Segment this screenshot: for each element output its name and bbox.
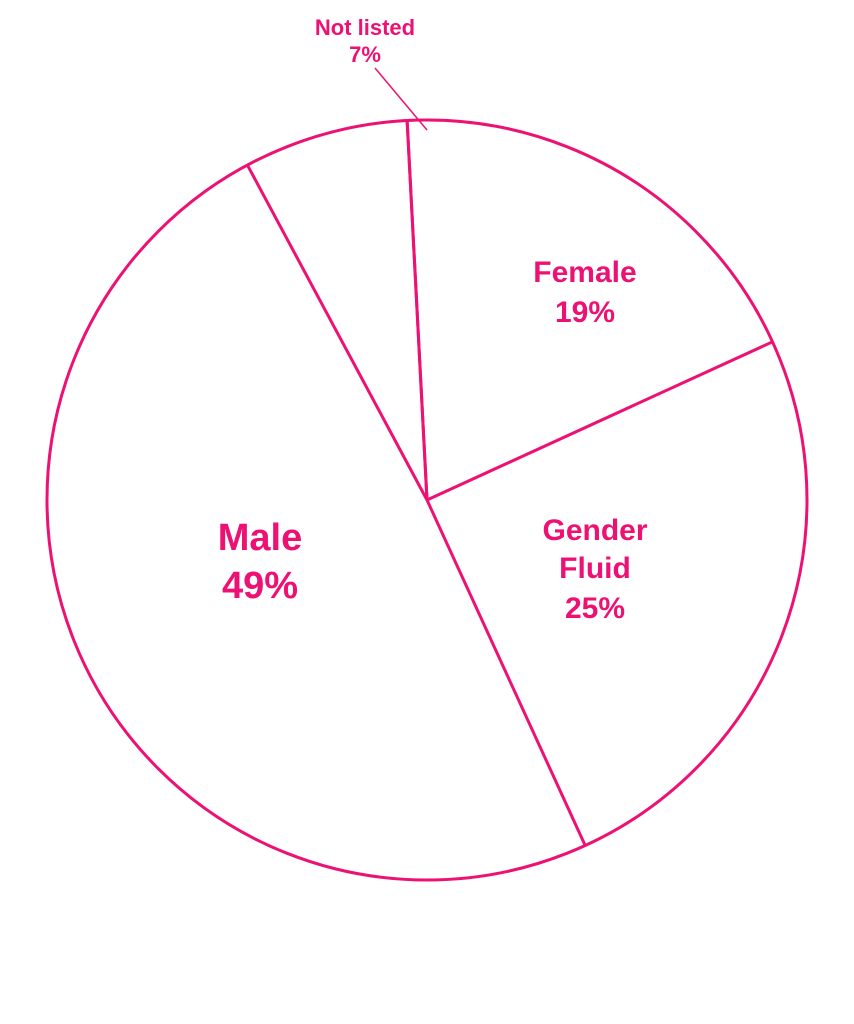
pie-chart: Female 19% Gender Fluid 25% Male 49% Not listed… xyxy=(0,0,854,1024)
slice-percent: 7% xyxy=(349,42,381,67)
slice-label: Fluid xyxy=(559,552,631,585)
slice-label: Male xyxy=(218,517,302,559)
slice-percent: 25% xyxy=(565,592,625,625)
slice-percent: 49% xyxy=(222,565,298,607)
slice-percent: 19% xyxy=(555,296,615,329)
slice-label: Gender xyxy=(542,514,647,547)
slice-label: Not listed xyxy=(315,15,415,40)
slice-label: Female xyxy=(533,256,636,289)
